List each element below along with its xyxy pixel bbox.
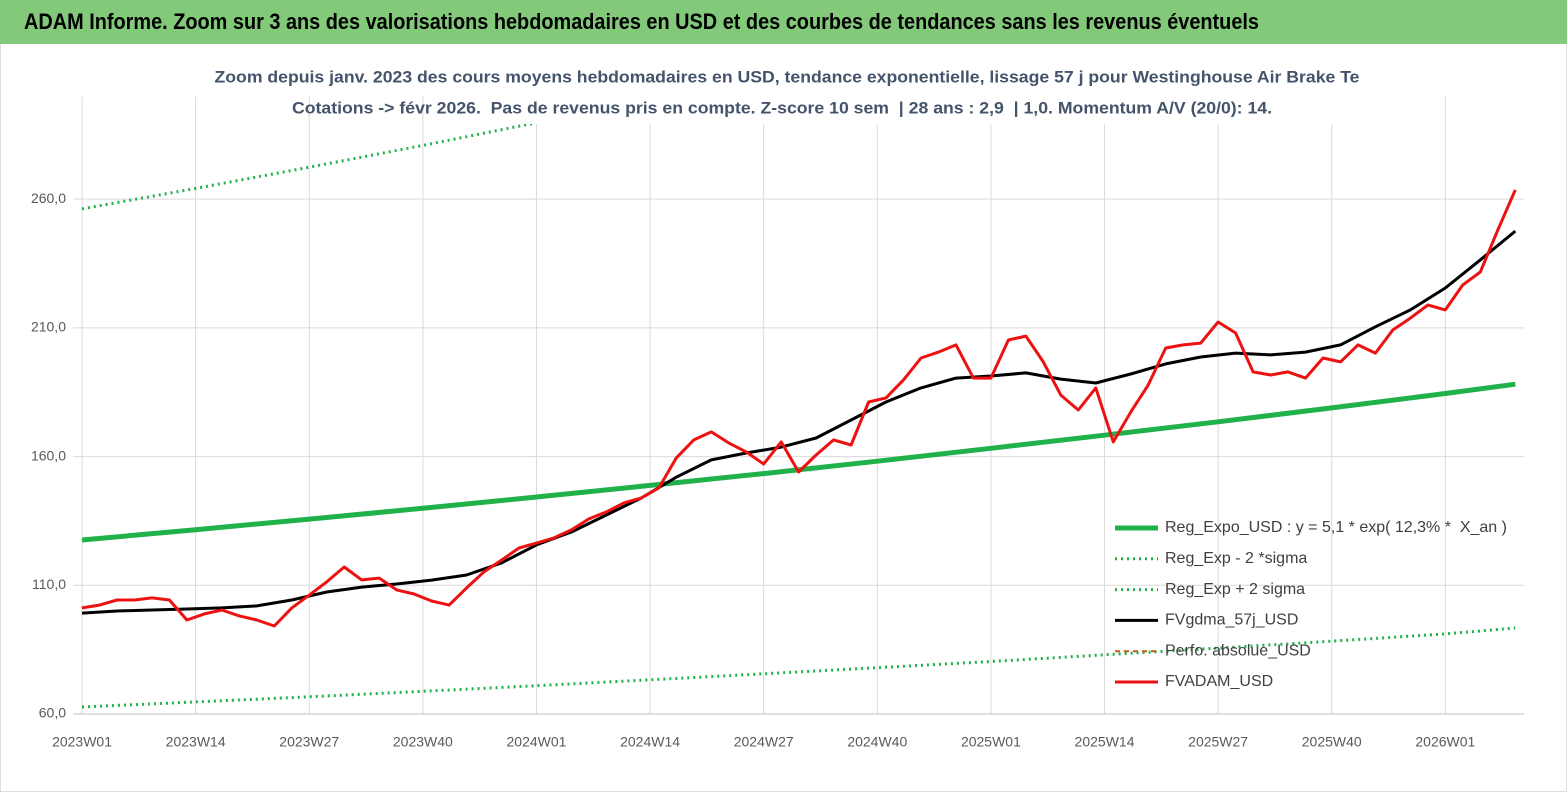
x-tick-label: 2025W14 bbox=[1075, 734, 1135, 750]
x-tick-label: 2023W14 bbox=[166, 734, 226, 750]
legend-label: Reg_Exp + 2 sigma bbox=[1165, 581, 1305, 598]
x-tick-label: 2023W01 bbox=[52, 734, 112, 750]
x-tick-label: 2025W40 bbox=[1302, 734, 1362, 750]
series-line bbox=[81, 229, 1517, 615]
legend-label: Reg_Expo_USD : y = 5,1 * exp( 12,3% * X_… bbox=[1165, 519, 1507, 536]
x-tick-label: 2025W27 bbox=[1188, 734, 1248, 750]
chart-subtitle: Cotations -> févr 2026. Pas de revenus p… bbox=[292, 98, 1272, 117]
x-tick-label: 2023W40 bbox=[393, 734, 453, 750]
y-tick-label: 260,0 bbox=[31, 190, 66, 206]
y-tick-label: 60,0 bbox=[39, 705, 66, 721]
chart-title: Zoom depuis janv. 2023 des cours moyens … bbox=[215, 67, 1360, 86]
y-tick-label: 210,0 bbox=[31, 319, 66, 335]
banner-title: ADAM Informe. Zoom sur 3 ans des valoris… bbox=[24, 9, 1259, 34]
x-tick-label: 2024W14 bbox=[620, 734, 680, 750]
y-tick-label: 160,0 bbox=[31, 447, 66, 463]
y-tick-label: 110,0 bbox=[32, 576, 66, 592]
series-line bbox=[81, 189, 1517, 628]
series-line bbox=[81, 626, 1516, 709]
series-line bbox=[81, 381, 1516, 543]
legend-label: FVADAM_USD bbox=[1165, 673, 1273, 690]
x-tick-label: 2025W01 bbox=[961, 734, 1021, 750]
title-background bbox=[512, 60, 1357, 124]
plot-area: 60,0 110,0 160,0 210,0 260,0 2023W01 2023W14 20… bbox=[31, 96, 1524, 750]
x-tick-label: 2024W01 bbox=[507, 734, 567, 750]
x-tick-label: 2026W01 bbox=[1415, 734, 1475, 750]
legend-label: Perfo. absolue_USD bbox=[1165, 642, 1311, 659]
legend-label: Reg_Exp - 2 *sigma bbox=[1165, 550, 1307, 567]
banner bbox=[0, 0, 1567, 44]
x-tick-label: 2024W27 bbox=[734, 734, 794, 750]
legend-label: FVgdma_57j_USD bbox=[1165, 612, 1298, 629]
x-tick-label: 2024W40 bbox=[847, 734, 907, 750]
x-tick-label: 2023W27 bbox=[279, 734, 339, 750]
